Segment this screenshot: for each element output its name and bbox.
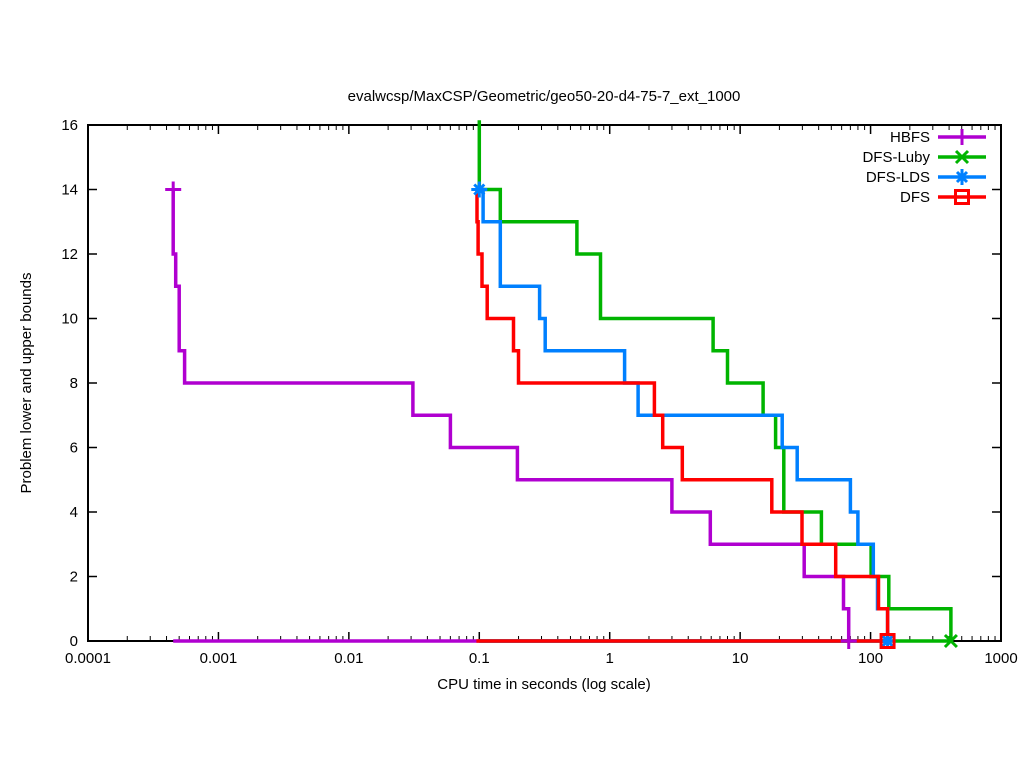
chart-title: evalwcsp/MaxCSP/Geometric/geo50-20-d4-75… [348,88,741,105]
legend-marker-DFS-square-icon [954,189,970,205]
legend-label-DFS-Luby: DFS-Luby [862,149,930,166]
series-DFS-end-marker-square-icon [879,633,896,649]
y-tick-label: 14 [61,182,78,199]
x-tick-label: 1000 [984,650,1017,667]
legend-label-HBFS: HBFS [890,129,930,146]
series-HBFS-upper-bound-line [171,189,851,641]
x-tick-label: 0.01 [334,650,363,667]
x-tick-label: 10 [732,650,749,667]
legend-label-DFS-LDS: DFS-LDS [866,169,930,186]
x-tick-label: 1 [606,650,614,667]
y-tick-label: 6 [70,440,78,457]
series-HBFS-end-marker-plus-icon [840,633,857,649]
y-tick-label: 8 [70,375,78,392]
legend-marker-DFS-LDS-asterisk-icon [955,170,969,184]
legend-marker-HBFS-plus-icon [954,129,970,145]
y-tick-label: 12 [61,246,78,263]
series-DFS-upper-bound-line [475,187,890,641]
y-tick-label: 2 [70,569,78,586]
x-tick-label: 0.0001 [65,650,111,667]
x-tick-label: 100 [858,650,883,667]
series-DFS-LDS-end-marker-asterisk-icon [473,183,486,196]
legend-label-DFS: DFS [900,189,930,206]
x-tick-label: 0.1 [469,650,490,667]
y-tick-label: 10 [61,311,78,328]
x-axis-label: CPU time in seconds (log scale) [437,676,650,693]
x-tick-label: 0.001 [200,650,238,667]
series-DFS-LDS-end-marker-asterisk-icon [881,634,894,648]
y-tick-label: 16 [61,117,78,134]
legend-marker-DFS-Luby-cross-icon [954,149,970,165]
y-tick-label: 0 [70,633,78,650]
y-axis-label: Problem lower and upper bounds [18,273,35,494]
series-DFS-LDS-upper-bound-line [479,187,890,641]
series-HBFS-end-marker-plus-icon [165,181,182,198]
series-DFS-Luby-upper-bound-line [477,120,953,641]
series-DFS-Luby-end-marker-cross-icon [943,633,958,649]
plot-generated-content: 0.0001 0.001 0.01 0.1 1 10 100 1000 0 2 4 6 8 10 12 14 1… [61,117,1017,667]
y-tick-label: 4 [70,504,78,521]
